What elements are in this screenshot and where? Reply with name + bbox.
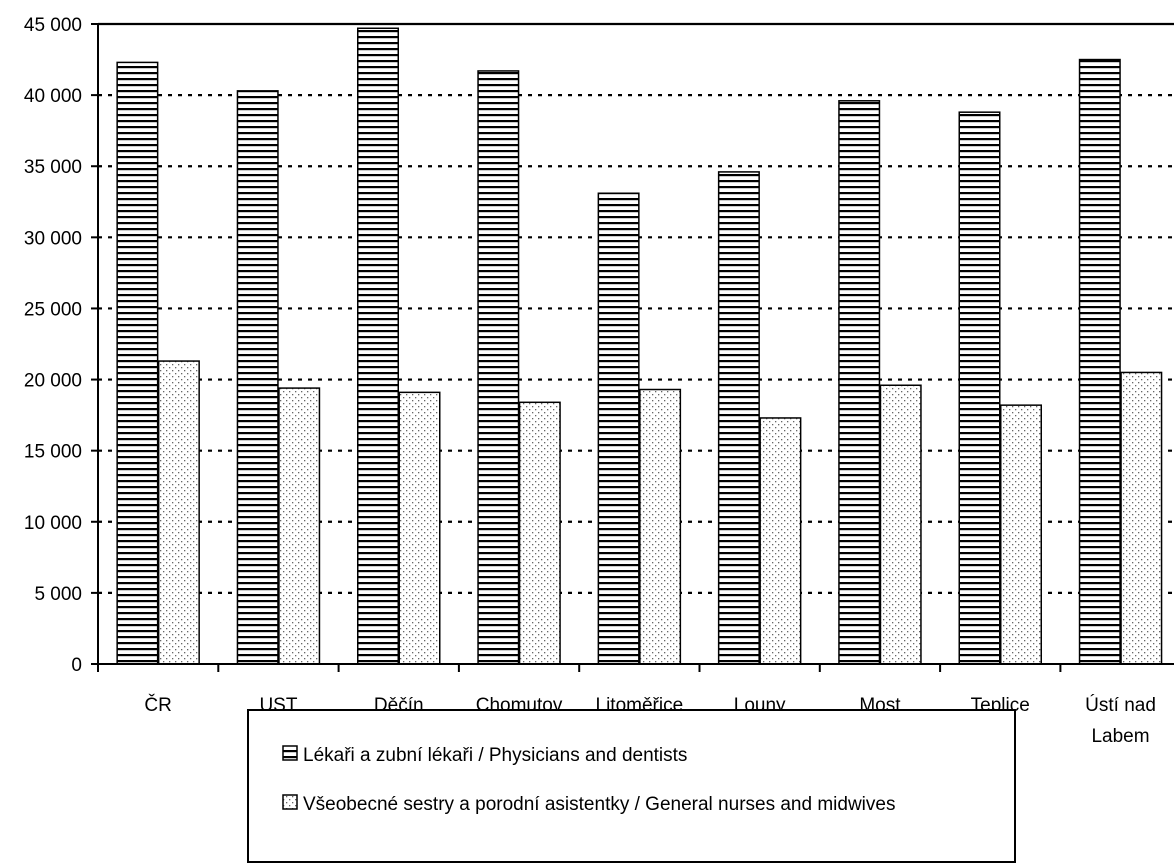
bars: [116, 27, 1163, 665]
y-tick-label: 40 000: [24, 86, 82, 107]
legend-box: [247, 709, 1016, 863]
bar-nurses: [879, 384, 922, 665]
y-tick-label: 45 000: [24, 15, 82, 36]
bar-nurses: [278, 387, 321, 665]
bar-physicians: [958, 111, 1001, 665]
bar-nurses: [518, 401, 561, 665]
y-tick-label: 20 000: [24, 371, 82, 392]
legend: Lékaři a zubní lékaři / Physicians and d…: [247, 709, 1016, 863]
x-category-label: Ústí nad: [1085, 694, 1156, 716]
legend-label-nurses: Všeobecné sestry a porodní asistentky / …: [303, 794, 895, 815]
y-tick-label: 30 000: [24, 228, 82, 249]
y-tick-label: 25 000: [24, 299, 82, 320]
y-axis-tick-labels: 0 5 000 10 000 15 000 20 000 25 000 30 000 35 0…: [24, 15, 82, 676]
bar-physicians: [597, 192, 640, 665]
x-category-label: ČR: [144, 694, 171, 716]
gridlines: [98, 22, 1174, 594]
bar-physicians: [477, 70, 520, 665]
bar-physicians: [116, 61, 159, 665]
x-category-label: Labem: [1091, 726, 1149, 747]
bar-physicians: [1078, 58, 1121, 665]
bar-physicians: [357, 27, 399, 665]
legend-label-physicians: Lékaři a zubní lékaři / Physicians and d…: [303, 745, 687, 766]
bar-nurses: [157, 360, 200, 665]
y-tick-label: 0: [71, 655, 82, 676]
bar-nurses: [759, 417, 802, 665]
y-tick-label: 35 000: [24, 157, 82, 178]
bar-physicians: [838, 100, 881, 665]
legend-swatch-physicians: [282, 745, 298, 761]
bar-nurses: [1000, 404, 1042, 665]
bar-physicians: [236, 90, 279, 665]
bar-nurses: [639, 388, 682, 665]
y-tick-label: 10 000: [24, 513, 82, 534]
bar-physicians: [717, 171, 760, 665]
bar-nurses: [398, 391, 441, 665]
axes: [91, 23, 1174, 672]
legend-swatch-nurses: [282, 794, 298, 810]
y-tick-label: 15 000: [24, 442, 82, 463]
y-tick-label: 5 000: [34, 584, 82, 605]
bar-nurses: [1120, 371, 1163, 665]
